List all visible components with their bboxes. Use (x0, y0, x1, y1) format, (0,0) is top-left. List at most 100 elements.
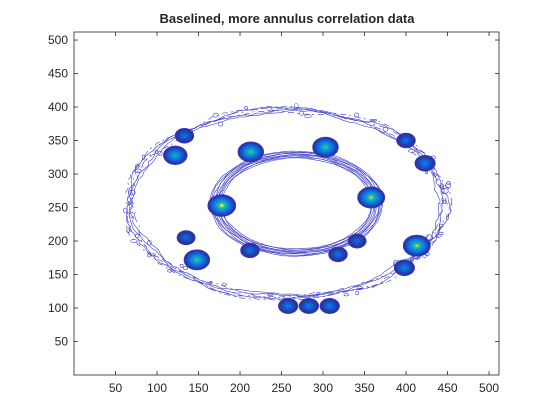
peak-contour-level (324, 146, 327, 149)
speckle-contour (147, 240, 152, 246)
speckle-contour (244, 106, 248, 110)
peak (393, 259, 415, 277)
peak (176, 230, 196, 246)
peak (347, 233, 367, 249)
peak (278, 298, 299, 314)
peak (298, 298, 320, 314)
peak-contour-level (402, 266, 407, 270)
x-tick-label: 300 (313, 381, 333, 395)
speckle-contour (304, 114, 312, 119)
speckle-contour (268, 109, 275, 113)
speckle-contour (441, 188, 449, 194)
speckle-contour (128, 212, 135, 218)
peak-group (163, 128, 436, 314)
y-tick-label: 350 (48, 134, 68, 148)
x-tick-label: 50 (109, 381, 123, 395)
speckle-contour (179, 263, 184, 268)
peak-contour-level (403, 138, 409, 143)
x-tick-label: 250 (272, 381, 292, 395)
speckle-contour (141, 154, 146, 160)
y-tick-label: 250 (48, 201, 68, 215)
speckle-contour (128, 190, 136, 196)
x-tick-label: 350 (355, 381, 375, 395)
speckle-contour (446, 181, 451, 186)
speckle-contour (135, 233, 140, 239)
speckle-contour (316, 292, 320, 296)
speckle-contour (355, 290, 359, 296)
peak (174, 128, 195, 144)
ring-contour-line (126, 108, 444, 299)
peak (183, 249, 211, 271)
speckle-contour (154, 149, 159, 154)
speckle-contour (221, 282, 227, 287)
peak-contour-level (327, 304, 333, 308)
peak-contour-level (335, 252, 341, 257)
peak-contour-level (173, 154, 177, 157)
x-tick-label: 100 (147, 381, 167, 395)
x-tick-label: 500 (479, 381, 499, 395)
peak (328, 246, 348, 263)
axes-background (74, 32, 499, 375)
peak-contour-level (195, 258, 199, 261)
ring-outer (123, 103, 453, 301)
peak (237, 141, 265, 163)
x-tick-label: 450 (438, 381, 458, 395)
peak-contour-level (285, 304, 291, 308)
peak (402, 234, 431, 257)
speckle-contour (410, 256, 415, 262)
y-tick-label: 100 (48, 301, 68, 315)
peak (207, 194, 237, 217)
peak-contour-level (415, 244, 419, 247)
speckle-contour (382, 126, 389, 132)
speckle-contour (439, 223, 444, 228)
peak-contour-level (183, 235, 190, 241)
peak (357, 186, 386, 209)
speckle-contour (299, 110, 304, 116)
peak-contour-level (369, 196, 373, 199)
ring-contour-line (129, 109, 444, 299)
peak-contour-level (220, 204, 224, 207)
peak (319, 298, 340, 314)
plot-area (123, 103, 453, 314)
y-tick-label: 500 (48, 33, 68, 47)
speckle-contour (130, 239, 138, 243)
speckle-contour (209, 280, 213, 284)
speckle-contour (343, 293, 349, 297)
axes-box (73, 31, 500, 376)
chart-title: Baselined, more annulus correlation data (159, 11, 415, 26)
x-tick-label: 400 (396, 381, 416, 395)
peak-contour-level (247, 248, 253, 253)
speckle-contour (147, 253, 152, 258)
peak-contour-level (249, 150, 253, 153)
peak-contour-level (182, 134, 187, 138)
speckle-contour (150, 253, 156, 257)
peak-contour-level (354, 238, 361, 244)
speckle-contour (182, 266, 189, 270)
speckle-contour (126, 201, 133, 205)
peak (312, 136, 339, 158)
y-tick-label: 450 (48, 67, 68, 81)
y-tick-label: 150 (48, 268, 68, 282)
y-axis: 50 100 150 200 250 300 350 400 450 500 (48, 33, 499, 349)
peak (414, 155, 436, 172)
speckle-contour (123, 207, 128, 214)
peak (396, 132, 416, 149)
speckle-contour (293, 103, 299, 109)
speckle-contour (356, 285, 364, 291)
x-tick-label: 150 (188, 381, 208, 395)
speckle-contour (157, 150, 163, 156)
speckle-contour (167, 269, 173, 273)
peak (163, 145, 188, 165)
speckle-contour (218, 121, 224, 127)
speckle-contour (369, 119, 378, 122)
speckle-contour (435, 234, 442, 238)
speckle-contour (212, 112, 219, 118)
speckle-contour (443, 199, 447, 204)
x-tick-label: 200 (230, 381, 250, 395)
ring-contour-line (125, 105, 453, 301)
speckle-contour (126, 227, 131, 233)
speckle-contour (440, 183, 444, 190)
ring-contour-line (129, 110, 441, 296)
speckle-contour (134, 164, 139, 170)
speckle-contour (408, 149, 416, 153)
